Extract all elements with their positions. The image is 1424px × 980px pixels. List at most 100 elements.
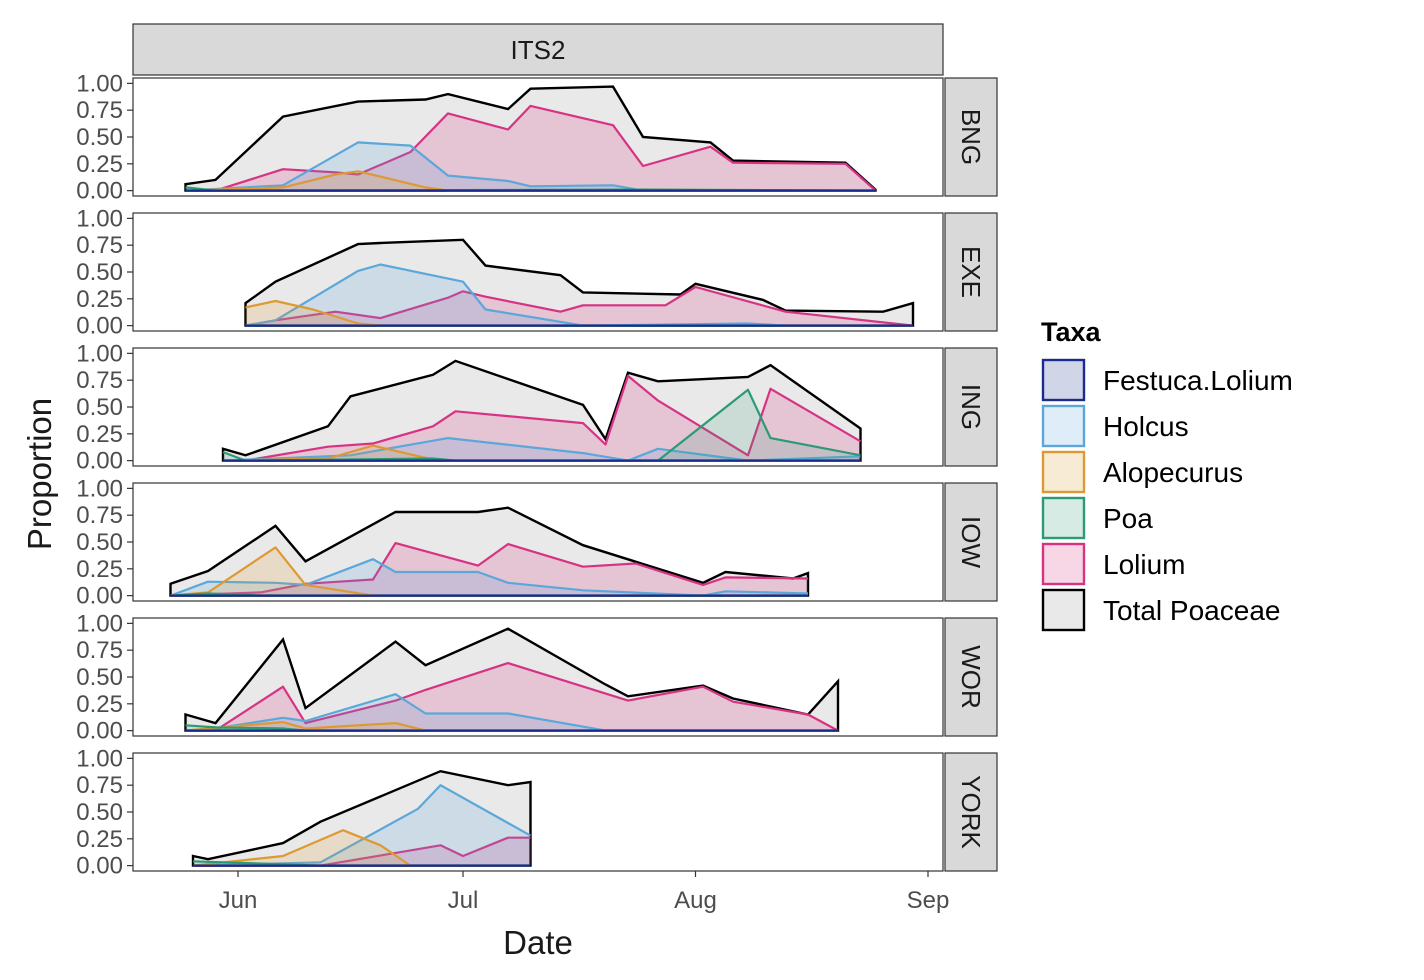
line-lolium-exe: [245, 285, 914, 327]
strip-label-ing: ING: [956, 384, 986, 430]
area-alopecurus-iow: [170, 547, 808, 596]
line-total-poaceae-ing: [221, 359, 862, 462]
y-tick-label-exe-0: 0.00: [76, 313, 123, 340]
y-tick-label-ing-3: 0.75: [76, 367, 123, 394]
area-total-poaceae-exe: [245, 239, 913, 326]
strip-label-iow: IOW: [956, 516, 986, 568]
y-tick-label-bng-0: 0.00: [76, 178, 123, 205]
legend-key-alopecurus: [1041, 450, 1086, 494]
legend-label-poa: Poa: [1103, 503, 1153, 534]
y-tick-label-ing-2: 0.50: [76, 394, 123, 421]
series-total-poaceae-iow: [169, 506, 810, 597]
y-tick-label-iow-4: 1.00: [76, 475, 123, 502]
line-total-poaceae-wor: [184, 627, 840, 732]
legend-label-holcus: Holcus: [1103, 411, 1189, 442]
y-tick-label-iow-1: 0.25: [76, 556, 123, 583]
line-total-poaceae-exe: [244, 238, 915, 327]
area-poa-ing: [223, 389, 861, 461]
y-tick-label-york-0: 0.00: [76, 853, 123, 880]
y-tick-label-iow-2: 0.50: [76, 529, 123, 556]
series-lolium-wor: [185, 662, 839, 732]
line-lolium-bng: [185, 104, 877, 192]
legend-entry-total-poaceae: Total Poaceae: [1041, 588, 1280, 632]
panel-wor: 0.000.250.500.751.00 WOR: [76, 610, 998, 745]
panel-border-ing: [132, 347, 944, 467]
x-tick-label-jun: Jun: [219, 887, 258, 914]
panel-border-exe: [132, 212, 944, 332]
legend-entry-holcus: Holcus: [1041, 404, 1189, 448]
legend-key-festuca-lolium: [1041, 358, 1086, 402]
y-tick-label-york-4: 1.00: [76, 745, 123, 772]
y-tick-label-exe-1: 0.25: [76, 286, 123, 313]
area-holcus-iow: [170, 559, 808, 596]
y-tick-label-iow-0: 0.00: [76, 583, 123, 610]
y-tick-label-wor-2: 0.50: [76, 664, 123, 691]
y-tick-label-york-3: 0.75: [76, 772, 123, 799]
area-total-poaceae-wor: [185, 628, 838, 731]
area-alopecurus-bng: [185, 171, 876, 191]
legend-entry-alopecurus: Alopecurus: [1041, 450, 1243, 494]
strip-iow: [944, 482, 998, 602]
area-holcus-exe: [245, 264, 913, 326]
legend-label-total-poaceae: Total Poaceae: [1103, 595, 1280, 626]
x-axis-title: Date: [503, 924, 573, 961]
area-lolium-exe: [245, 287, 913, 326]
legend-entry-poa: Poa: [1041, 496, 1153, 540]
area-alopecurus-exe: [245, 301, 913, 326]
line-holcus-ing: [222, 437, 861, 462]
panel-iow: 0.000.250.500.751.00 IOW: [76, 475, 998, 610]
y-tick-label-wor-1: 0.25: [76, 691, 123, 718]
area-total-poaceae-ing: [223, 360, 861, 461]
line-lolium-wor: [185, 662, 839, 732]
line-holcus-bng: [185, 141, 876, 192]
area-alopecurus-wor: [185, 722, 838, 731]
x-tick-label-aug: Aug: [674, 887, 717, 914]
panel-bng: 0.000.250.500.751.00 BNG: [76, 70, 998, 205]
series-total-poaceae-exe: [244, 238, 915, 327]
panel-border-iow: [132, 482, 944, 602]
y-tick-label-york-1: 0.25: [76, 826, 123, 853]
series-total-poaceae-wor: [184, 627, 840, 732]
area-holcus-york: [193, 785, 531, 866]
strip-exe: [944, 212, 998, 332]
strip-label-wor: WOR: [956, 645, 986, 709]
line-total-poaceae-iow: [169, 506, 810, 597]
facet-strip: ITS2: [132, 23, 944, 76]
x-tick-label-sep: Sep: [907, 887, 950, 914]
panel-border-wor: [132, 617, 944, 737]
area-lolium-bng: [185, 105, 876, 191]
y-tick-label-york-2: 0.50: [76, 799, 123, 826]
legend-key-lolium: [1041, 542, 1086, 586]
y-axis-title: Proportion: [21, 398, 58, 550]
panel-ing: 0.000.250.500.751.00 ING: [76, 340, 998, 475]
x-tick-label-jul: Jul: [448, 887, 479, 914]
legend-label-festuca-lolium: Festuca.Lolium: [1103, 365, 1293, 396]
y-tick-label-iow-3: 0.75: [76, 502, 123, 529]
area-lolium-wor: [185, 663, 838, 731]
strip-label-bng: BNG: [956, 109, 986, 165]
area-alopecurus-ing: [223, 445, 861, 461]
legend-key-poa: [1041, 496, 1086, 540]
series-lolium-bng: [185, 104, 877, 192]
series-total-poaceae-ing: [221, 359, 862, 462]
series-holcus-ing: [222, 437, 861, 462]
y-tick-label-bng-3: 0.75: [76, 97, 123, 124]
y-tick-label-wor-4: 1.00: [76, 610, 123, 637]
area-holcus-bng: [185, 142, 876, 191]
strip-york: [944, 752, 998, 872]
legend-label-alopecurus: Alopecurus: [1103, 457, 1243, 488]
y-tick-label-wor-0: 0.00: [76, 718, 123, 745]
strip-wor: [944, 617, 998, 737]
legend: Taxa Festuca.Lolium Holcus Alopecurus Poa Lo…: [1041, 317, 1293, 632]
y-tick-label-exe-3: 0.75: [76, 232, 123, 259]
area-lolium-york: [193, 837, 531, 866]
area-lolium-ing: [223, 375, 861, 461]
panel-border-york: [132, 752, 944, 872]
panel-york: 0.000.250.500.751.00 YORK: [76, 745, 998, 880]
x-axis: Jun Jul Aug Sep: [219, 871, 950, 914]
y-tick-label-bng-4: 1.00: [76, 70, 123, 97]
y-tick-label-bng-1: 0.25: [76, 151, 123, 178]
legend-label-lolium: Lolium: [1103, 549, 1185, 580]
y-tick-label-ing-0: 0.00: [76, 448, 123, 475]
